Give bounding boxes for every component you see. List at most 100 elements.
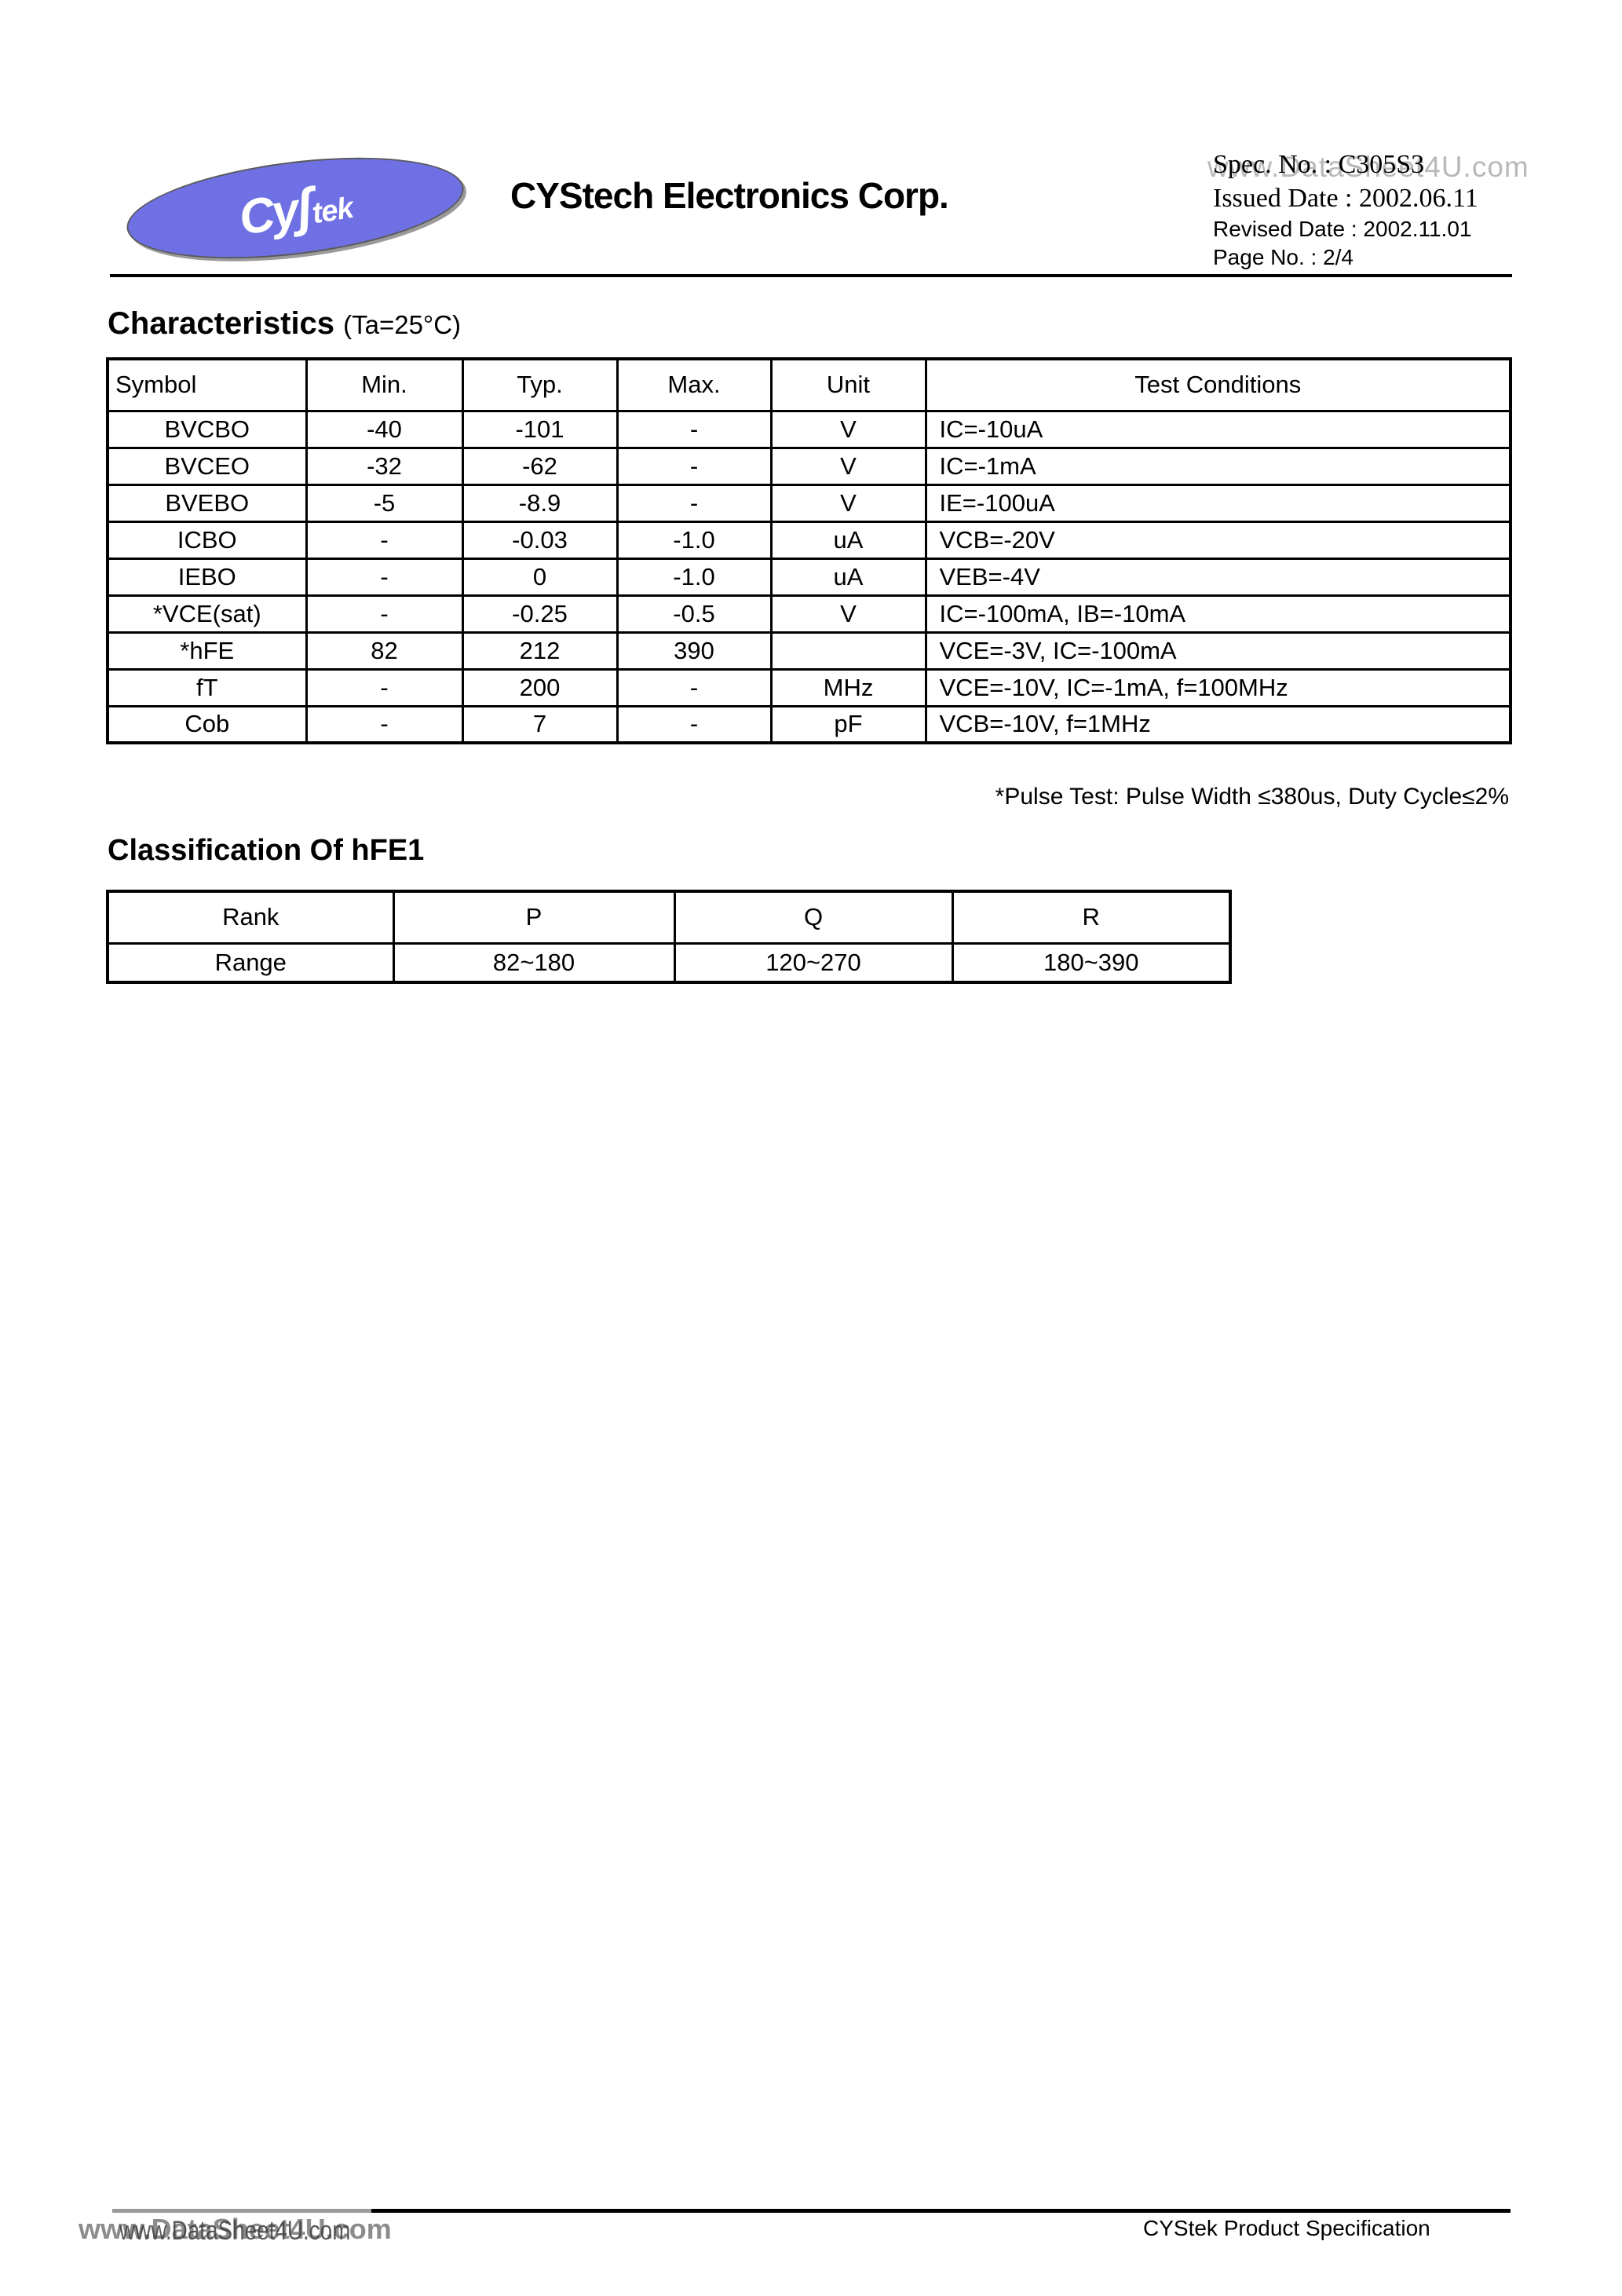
characteristics-row: BVCEO -32 -62- V IC=-1mA bbox=[106, 446, 1512, 486]
col-header-unit: Unit bbox=[769, 357, 927, 412]
col-header-min: Min. bbox=[305, 357, 464, 412]
characteristics-cell: V bbox=[769, 446, 927, 486]
characteristics-cell: 200 bbox=[461, 667, 619, 707]
characteristics-title-text: Characteristics bbox=[108, 306, 335, 341]
watermark-footer-text: www.DataSheet4U.com bbox=[79, 2213, 392, 2245]
characteristics-cell: BVCEO bbox=[106, 446, 308, 486]
characteristics-cell: -101 bbox=[461, 409, 619, 449]
characteristics-cell: 7 bbox=[461, 704, 619, 744]
characteristics-cell: -5 bbox=[305, 483, 464, 523]
characteristics-cell: - bbox=[305, 667, 464, 707]
spec-no: Spec. No. : C305S3 bbox=[1213, 150, 1425, 179]
characteristics-cell: uA bbox=[769, 520, 927, 560]
footer-product-spec-label: CYStek Product Specification bbox=[1143, 2216, 1430, 2240]
classification-cell: 120~270 bbox=[673, 941, 954, 984]
characteristics-cell: VCB=-20V bbox=[924, 520, 1512, 560]
classification-table: Rank P Q R Range 82~180 120~270 180~390 bbox=[106, 890, 1232, 984]
characteristics-row: IEBO -0 -1.0 uA VEB=-4V bbox=[106, 557, 1512, 597]
characteristics-row: ICBO - -0.03 -1.0 uA VCB=-20V bbox=[106, 520, 1512, 560]
characteristics-title: Characteristics (Ta=25°C) bbox=[108, 306, 461, 342]
characteristics-row: *VCE(sat) - -0.25 -0.5 V IC=-100mA, IB=-10mA bbox=[106, 594, 1512, 634]
characteristics-cell: IC=-10uA bbox=[924, 409, 1512, 449]
characteristics-cell: 390 bbox=[616, 631, 773, 671]
characteristics-cell: - bbox=[305, 594, 464, 634]
header-divider bbox=[110, 274, 1512, 277]
characteristics-subtitle: (Ta=25°C) bbox=[343, 310, 461, 339]
characteristics-cell: -8.9 bbox=[461, 483, 619, 523]
footer-divider-gray bbox=[112, 2209, 371, 2213]
characteristics-cell: VCE=-10V, IC=-1mA, f=100MHz bbox=[924, 667, 1512, 707]
characteristics-cell: MHz bbox=[769, 667, 927, 707]
characteristics-table: Symbol Min. Typ. Max. Unit Test Conditio… bbox=[106, 357, 1512, 744]
classification-cell: Range bbox=[106, 941, 395, 984]
characteristics-cell: 212 bbox=[461, 631, 619, 671]
characteristics-cell: IC=-1mA bbox=[924, 446, 1512, 486]
characteristics-cell: BVEBO bbox=[106, 483, 308, 523]
characteristics-cell: V bbox=[769, 409, 927, 449]
company-logo: Cyʃtek bbox=[121, 141, 469, 275]
classification-title: Classification Of hFE1 bbox=[108, 834, 425, 867]
characteristics-cell: BVCBO bbox=[106, 409, 308, 449]
characteristics-row: fT -200- MHz VCE=-10V, IC=-1mA, f=100MHz bbox=[106, 667, 1512, 707]
characteristics-cell bbox=[769, 631, 927, 671]
classification-cell: Rank bbox=[106, 890, 395, 945]
logo-text-tail: tek bbox=[309, 191, 356, 231]
col-header-typ: Typ. bbox=[461, 357, 619, 412]
spec-info-block: Spec. No. : C305S3 Issued Date : 2002.06… bbox=[1213, 148, 1478, 272]
characteristics-cell: pF bbox=[769, 704, 927, 744]
watermark-footer-overlay-text: www.DataSheet4U.com bbox=[119, 2216, 351, 2246]
characteristics-row: BVCBO -40 -101- V IC=-10uA bbox=[106, 409, 1512, 449]
characteristics-cell: IE=-100uA bbox=[924, 483, 1512, 523]
characteristics-cell: VCE=-3V, IC=-100mA bbox=[924, 631, 1512, 671]
characteristics-cell: - bbox=[305, 520, 464, 560]
classification-cell: Q bbox=[673, 890, 954, 945]
characteristics-cell: -40 bbox=[305, 409, 464, 449]
characteristics-cell: VCB=-10V, f=1MHz bbox=[924, 704, 1512, 744]
characteristics-cell: *hFE bbox=[106, 631, 308, 671]
characteristics-cell: -32 bbox=[305, 446, 464, 486]
logo-text: Cyʃtek bbox=[235, 170, 356, 247]
characteristics-cell: Cob bbox=[106, 704, 308, 744]
characteristics-cell: -0.5 bbox=[616, 594, 773, 634]
characteristics-cell: 0 bbox=[461, 557, 619, 597]
characteristics-cell: ICBO bbox=[106, 520, 308, 560]
characteristics-cell: -0.25 bbox=[461, 594, 619, 634]
issued-date: Issued Date : 2002.06.11 bbox=[1213, 184, 1478, 213]
characteristics-cell: -1.0 bbox=[616, 557, 773, 597]
characteristics-cell: fT bbox=[106, 667, 308, 707]
characteristics-cell: - bbox=[305, 557, 464, 597]
classification-data-row: Range 82~180 120~270 180~390 bbox=[106, 941, 1232, 984]
col-header-test-conditions: Test Conditions bbox=[924, 357, 1512, 412]
characteristics-row: *hFE 82 212 390 VCE=-3V, IC=-100mA bbox=[106, 631, 1512, 671]
characteristics-cell: 82 bbox=[305, 631, 464, 671]
characteristics-header-row: Symbol Min. Typ. Max. Unit Test Conditio… bbox=[106, 357, 1512, 412]
logo-text-main: Cy bbox=[235, 183, 301, 246]
revised-date: Revised Date : 2002.11.01 bbox=[1213, 217, 1472, 241]
characteristics-cell: V bbox=[769, 483, 927, 523]
logo-ellipse-icon: Cyʃtek bbox=[121, 141, 469, 275]
characteristics-cell: - bbox=[616, 704, 773, 744]
col-header-symbol: Symbol bbox=[106, 357, 308, 412]
characteristics-row: BVEBO -5 -8.9- V IE=-100uA bbox=[106, 483, 1512, 523]
characteristics-cell: - bbox=[305, 704, 464, 744]
characteristics-cell: - bbox=[616, 667, 773, 707]
pulse-test-note: *Pulse Test: Pulse Width ≤380us, Duty Cy… bbox=[995, 784, 1509, 810]
characteristics-cell: - bbox=[616, 409, 773, 449]
characteristics-cell: VEB=-4V bbox=[924, 557, 1512, 597]
footer-divider bbox=[371, 2209, 1511, 2213]
characteristics-cell: *VCE(sat) bbox=[106, 594, 308, 634]
characteristics-subtitle-text: (Ta=25°C) bbox=[343, 310, 462, 339]
classification-header-row: Rank P Q R bbox=[106, 890, 1232, 945]
classification-cell: 82~180 bbox=[392, 941, 676, 984]
characteristics-cell: uA bbox=[769, 557, 927, 597]
characteristics-cell: IC=-100mA, IB=-10mA bbox=[924, 594, 1512, 634]
watermark-top: www.DataSheet4U.com bbox=[1207, 151, 1529, 183]
characteristics-row: Cob -7- pF VCB=-10V, f=1MHz bbox=[106, 704, 1512, 744]
characteristics-cell: - bbox=[616, 483, 773, 523]
characteristics-cell: -1.0 bbox=[616, 520, 773, 560]
characteristics-cell: IEBO bbox=[106, 557, 308, 597]
characteristics-cell: V bbox=[769, 594, 927, 634]
company-name: CYStech Electronics Corp. bbox=[510, 175, 949, 216]
characteristics-cell: -0.03 bbox=[461, 520, 619, 560]
